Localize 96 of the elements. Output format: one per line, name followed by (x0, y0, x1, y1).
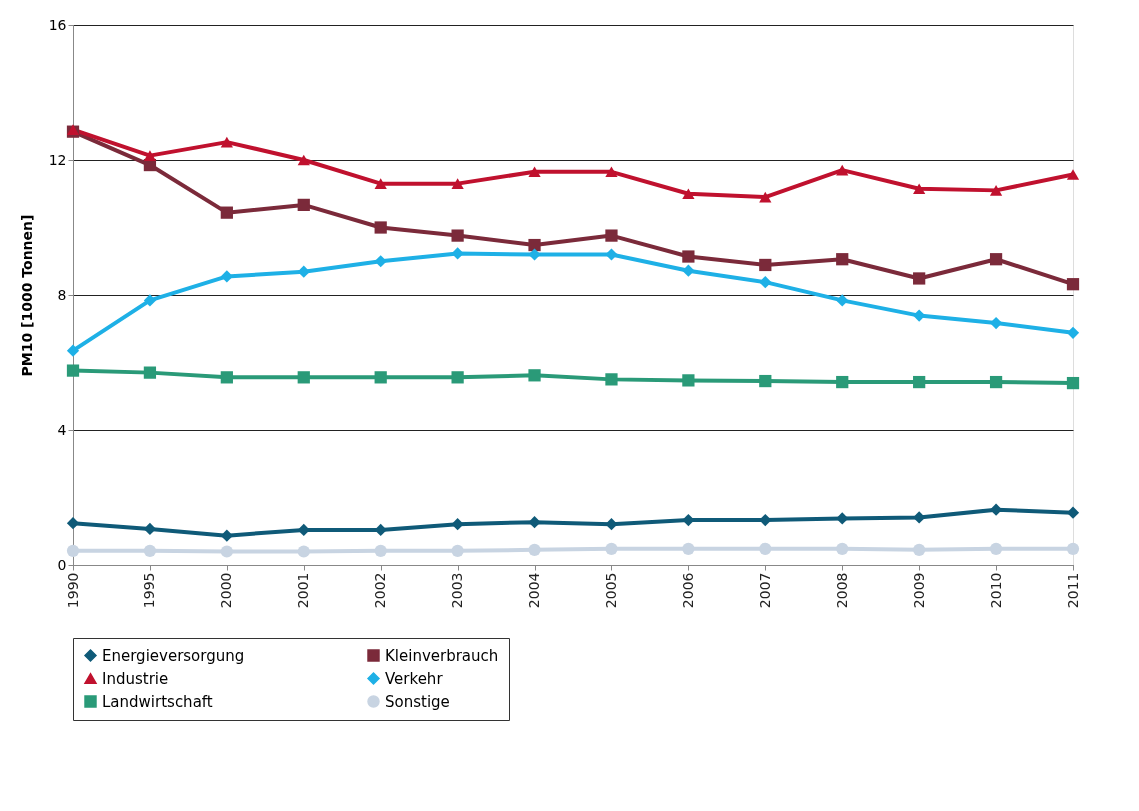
point (989, 542, 1003, 555)
point (66, 517, 80, 530)
point (1066, 169, 1080, 180)
point (220, 270, 233, 283)
point (374, 371, 387, 384)
point (836, 542, 849, 555)
point (682, 250, 695, 263)
y-axis-title: PM10 [1000 Tonnen] (18, 214, 35, 377)
point (528, 238, 541, 252)
point (605, 229, 618, 242)
legend-label: Verkehr (385, 669, 444, 688)
x-tick-label: 1995 (141, 572, 158, 609)
point (143, 544, 157, 557)
y-tick-label: 0 (57, 556, 67, 573)
point (143, 522, 157, 536)
x-tick-label: 2009 (910, 572, 927, 609)
point (374, 544, 387, 557)
x-tick-label: 2004 (526, 572, 543, 609)
point (989, 316, 1003, 330)
point (451, 544, 464, 557)
point (66, 364, 80, 377)
point (759, 258, 772, 272)
point (220, 206, 233, 219)
point (682, 513, 695, 527)
point (220, 136, 233, 148)
point (374, 178, 387, 189)
x-tick-label: 2000 (218, 572, 235, 609)
point (759, 513, 772, 527)
x-tick-label: 2008 (833, 572, 850, 609)
legend-label: Energieversorgung (102, 646, 245, 665)
point (682, 542, 695, 555)
point (759, 191, 772, 203)
point (528, 516, 541, 529)
point (143, 150, 157, 161)
point (836, 253, 849, 266)
point (759, 542, 772, 555)
x-tick-label: 2002 (372, 572, 389, 609)
y-tick-label: 8 (57, 286, 67, 303)
point (989, 253, 1003, 266)
y-tick-label: 12 (48, 151, 67, 168)
point (913, 183, 926, 194)
point (1066, 278, 1080, 291)
point (682, 188, 695, 200)
point (143, 294, 157, 307)
point (913, 543, 926, 556)
point (989, 503, 1003, 516)
point (66, 344, 80, 357)
point (682, 264, 695, 277)
point (759, 374, 772, 388)
point (1066, 326, 1080, 339)
y-tick-label: 4 (57, 421, 67, 438)
x-tick-label: 1990 (64, 572, 81, 609)
point (451, 371, 464, 384)
point (605, 166, 618, 178)
point (297, 523, 310, 537)
x-tick-label: 2006 (679, 572, 696, 609)
x-tick-label: 2007 (756, 572, 773, 609)
point (836, 164, 849, 176)
point (605, 373, 618, 386)
point (1066, 542, 1080, 555)
point (989, 375, 1003, 389)
point (528, 543, 541, 556)
point (220, 371, 233, 384)
point (451, 178, 464, 189)
point (759, 276, 772, 289)
point (913, 375, 926, 389)
point (1066, 376, 1080, 390)
y-tick-label: 16 (48, 16, 67, 33)
point (989, 185, 1003, 196)
point (913, 272, 926, 285)
x-tick-label: 2001 (295, 572, 312, 609)
point (297, 154, 310, 166)
point (836, 294, 849, 307)
point (220, 545, 233, 558)
point (605, 542, 618, 555)
point (297, 198, 310, 212)
point (297, 371, 310, 384)
point (374, 523, 387, 537)
point (297, 545, 310, 558)
point (451, 229, 464, 242)
x-tick-label: 2005 (602, 572, 619, 609)
legend-label: Industrie (102, 669, 169, 688)
point (528, 166, 541, 178)
x-tick-label: 2010 (987, 572, 1004, 609)
legend-label: Landwirtschaft (102, 692, 213, 711)
x-tick-label: 2003 (449, 572, 466, 609)
point (836, 375, 849, 389)
x-tick-label: 2011 (1064, 572, 1081, 609)
point (682, 374, 695, 387)
legend-label: Sonstige (385, 692, 450, 711)
point (374, 221, 387, 234)
point (528, 369, 541, 382)
point (1066, 506, 1080, 519)
point (66, 544, 80, 557)
point (143, 366, 157, 379)
legend-label: Kleinverbrauch (385, 646, 499, 665)
